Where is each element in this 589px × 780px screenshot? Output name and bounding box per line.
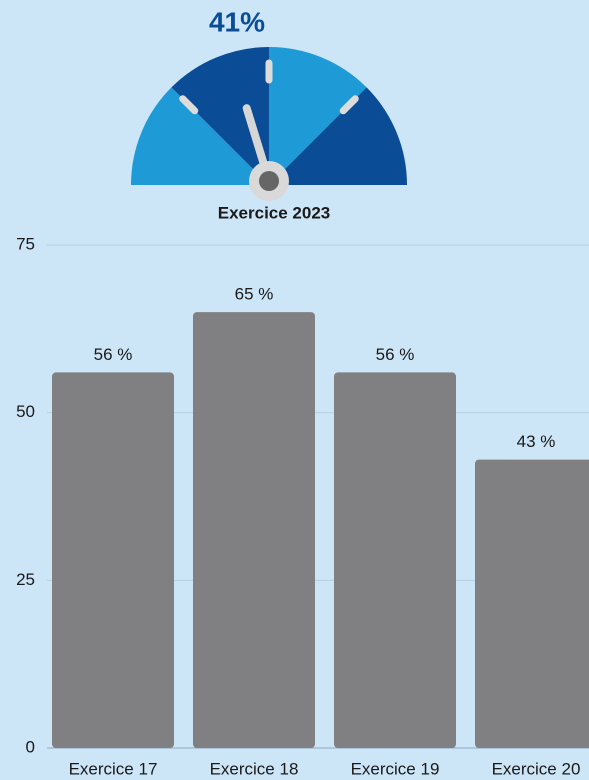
bar	[334, 372, 456, 748]
y-tick-label: 75	[16, 234, 35, 253]
gauge-label: Exercice 2023	[218, 203, 331, 222]
bar	[52, 372, 174, 748]
bar	[475, 459, 589, 748]
x-tick-label: Exercice 18	[210, 759, 299, 778]
value-label: 65 %	[235, 285, 274, 304]
gauge-tick	[339, 95, 359, 115]
x-tick-label: Exercice 19	[351, 759, 440, 778]
bar	[193, 312, 315, 748]
gauge-segment	[269, 47, 367, 185]
value-label: 56 %	[94, 345, 133, 364]
gauge-segment	[269, 87, 407, 185]
gauge-value: 41%	[209, 6, 265, 37]
y-tick-label: 25	[16, 570, 35, 589]
gauge-tick	[179, 95, 199, 115]
value-label: 56 %	[376, 345, 415, 364]
gauge-segment	[131, 87, 269, 185]
gauge-segment	[171, 47, 269, 185]
x-tick-label: Exercice 20	[492, 759, 581, 778]
y-tick-label: 0	[26, 737, 35, 756]
y-tick-label: 50	[16, 402, 35, 421]
value-label: 43 %	[517, 432, 556, 451]
gauge-pivot-center	[259, 171, 279, 191]
x-tick-label: Exercice 17	[69, 759, 158, 778]
